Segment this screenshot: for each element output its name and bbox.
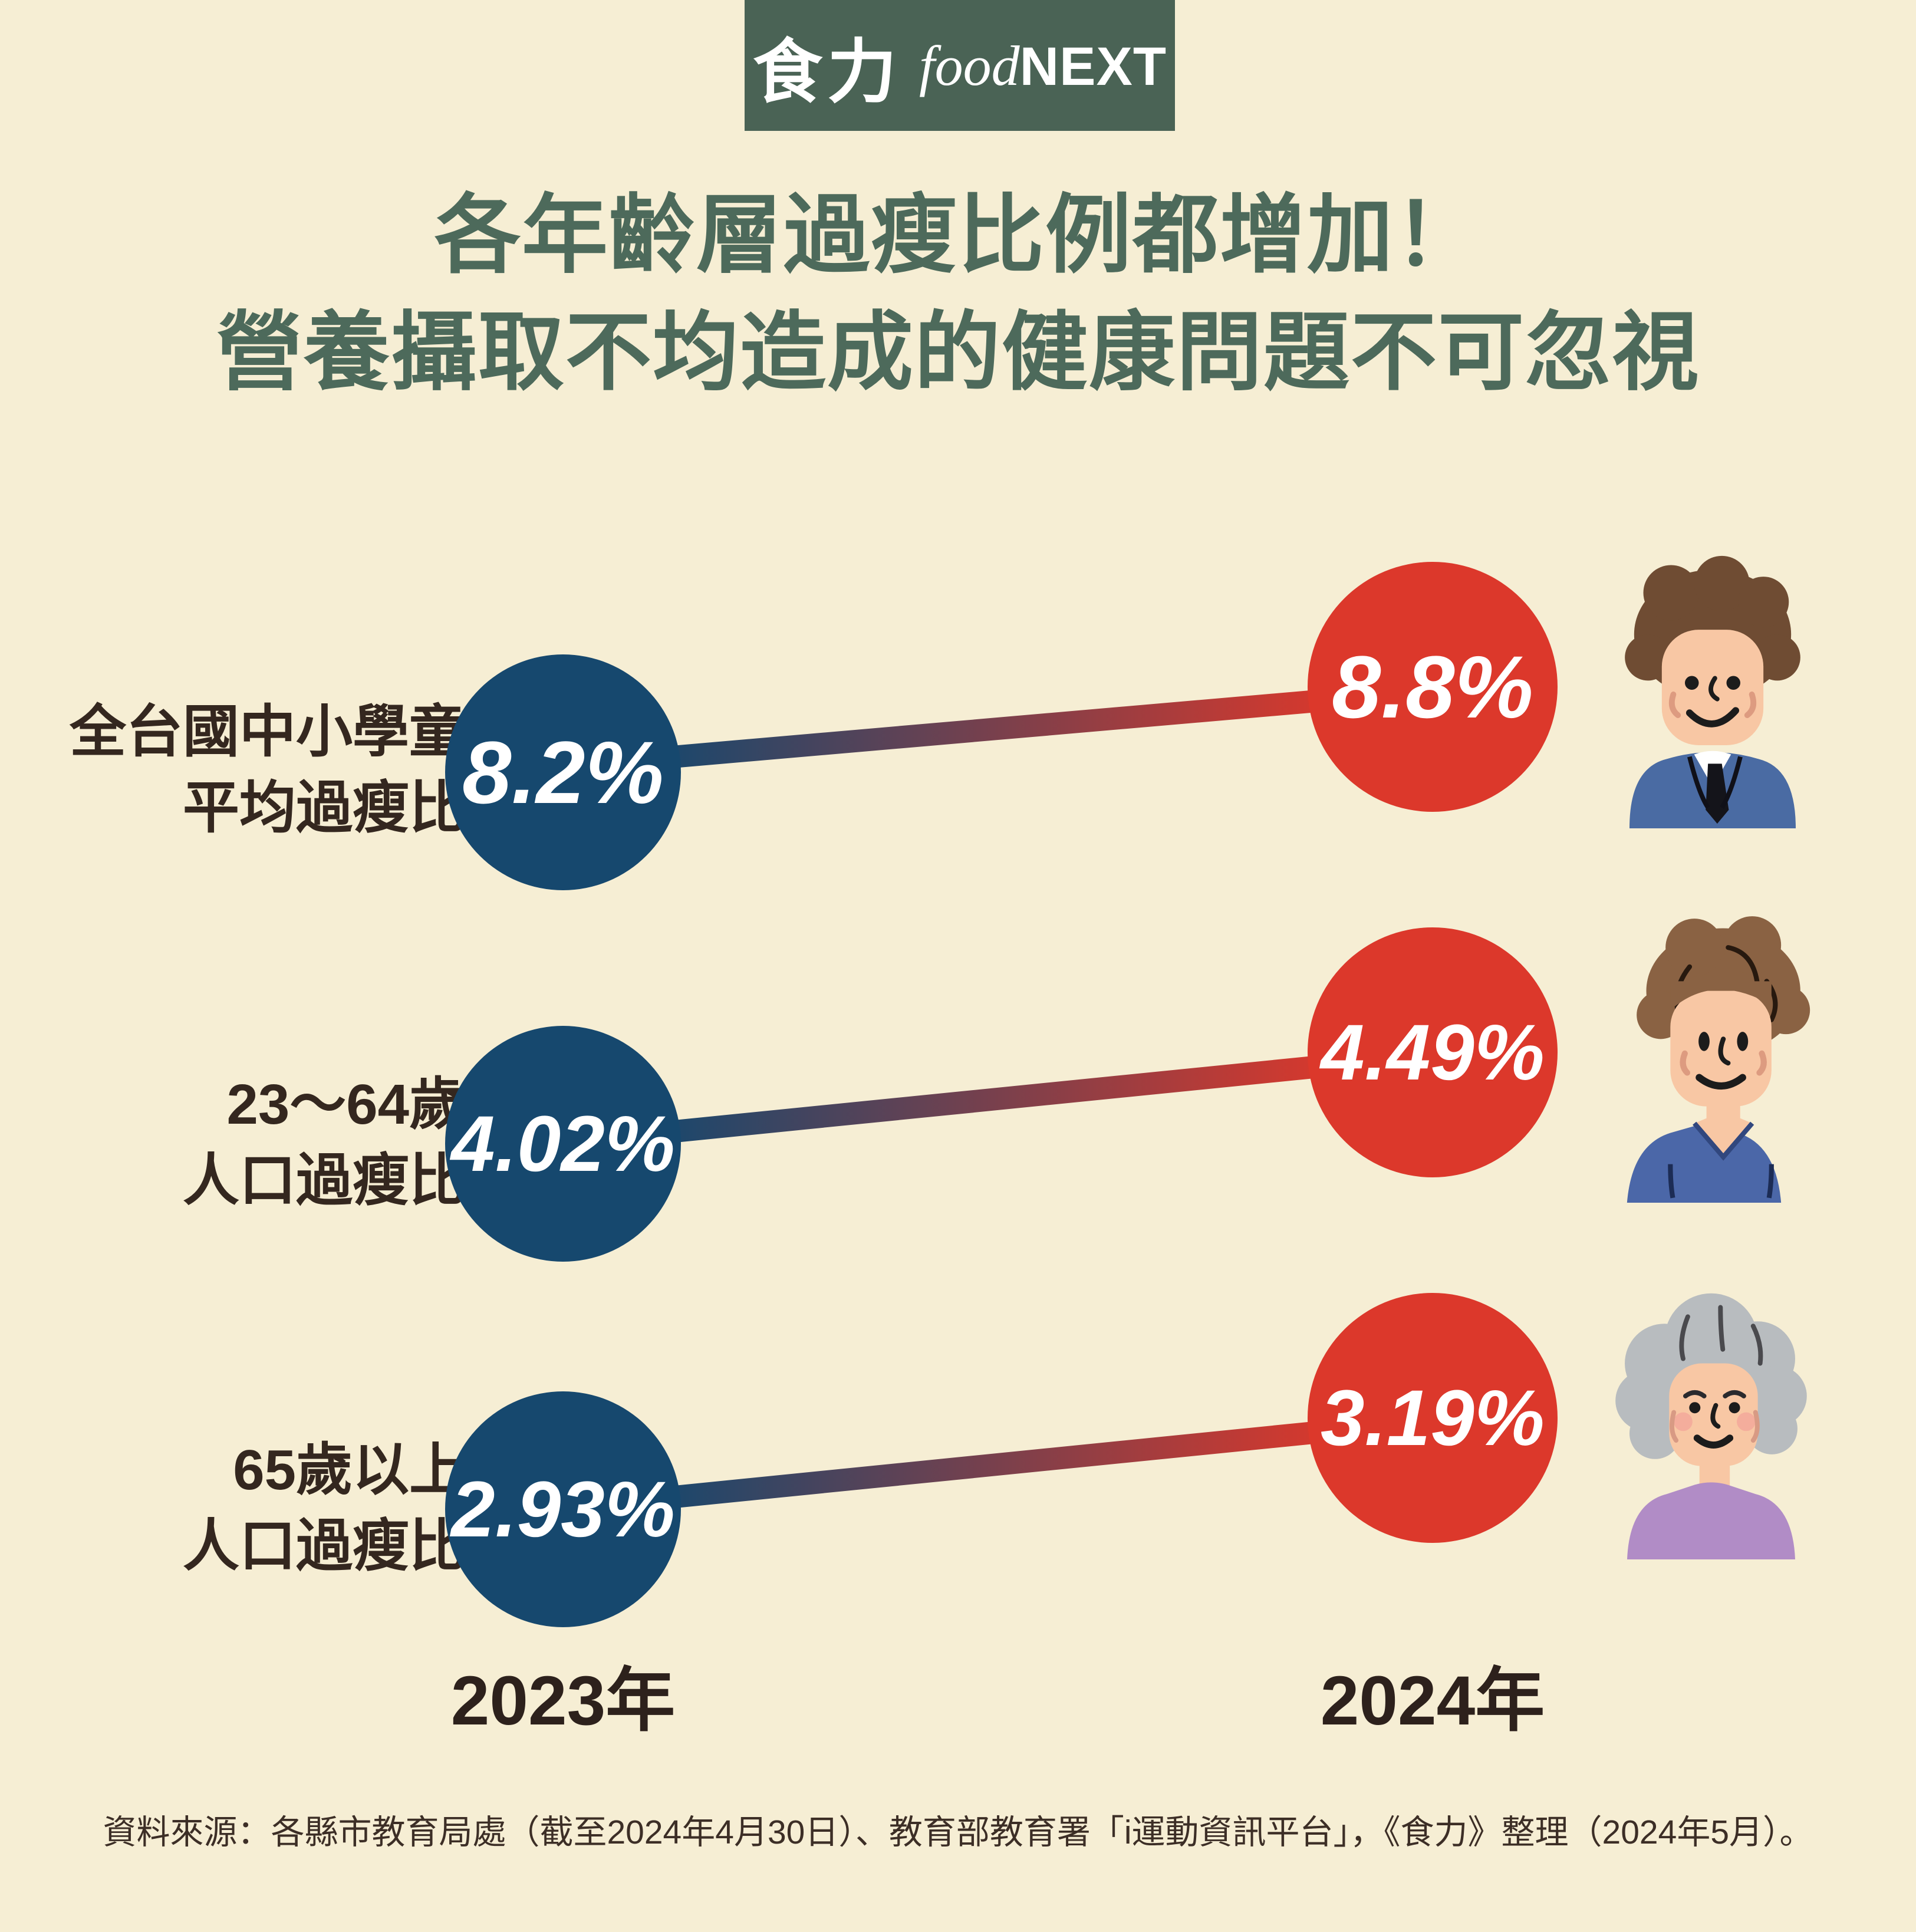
row3-label-line1: 65歲以上 [233, 1439, 466, 1502]
row2-label-line2: 人口過瘦比 [183, 1148, 466, 1212]
title-line1: 各年齡層過瘦比例都增加！ [434, 187, 1482, 283]
logo-food-text: food [919, 34, 1020, 97]
row1-2023-circle: 8.2% [445, 654, 681, 890]
row1-label-line2: 平均過瘦比 [183, 776, 466, 840]
row2-2023-value: 4.02% [451, 1100, 675, 1188]
logo-next-text: NEXT [1019, 36, 1167, 97]
axis-year-2024: 2024年 [1320, 1662, 1545, 1740]
row3-2023-circle: 2.93% [445, 1391, 681, 1627]
logo: 食力 food NEXT [745, 0, 1175, 131]
row2-2024-value: 4.49% [1321, 1008, 1545, 1097]
logo-en-wordmark: food NEXT [919, 33, 1167, 98]
row1-label: 全台國中小學童 平均過瘦比 [70, 695, 466, 846]
connector-row3 [562, 1410, 1433, 1519]
row2-label-line1: 23〜64歲 [226, 1073, 466, 1136]
row3-2024-circle: 3.19% [1308, 1293, 1558, 1543]
row3-label-line2: 人口過瘦比 [183, 1514, 466, 1578]
connector-row2 [562, 1044, 1433, 1154]
row3-2023-value: 2.93% [451, 1465, 675, 1554]
student-avatar-icon [1625, 555, 1800, 828]
row1-2024-value: 8.8% [1332, 637, 1533, 736]
row1-label-line1: 全台國中小學童 [70, 700, 466, 763]
axis-year-2023: 2023年 [450, 1662, 676, 1740]
logo-zh-wordmark: 食力 [752, 34, 901, 111]
page-title: 各年齡層過瘦比例都增加！ 營養攝取不均造成的健康問題不可忽視 [0, 177, 1916, 411]
row3-2024-value: 3.19% [1321, 1374, 1545, 1462]
elderly-avatar-icon [1615, 1293, 1807, 1559]
row2-label: 23〜64歲 人口過瘦比 [183, 1067, 466, 1219]
row2-2023-circle: 4.02% [445, 1026, 681, 1262]
row1-2023-value: 8.2% [462, 722, 664, 822]
source-note: 資料來源：各縣市教育局處（截至2024年4月30日）、教育部教育署「i運動資訊平… [103, 1813, 1813, 1851]
row1-2024-circle: 8.8% [1308, 562, 1558, 812]
row3-label: 65歲以上 人口過瘦比 [183, 1433, 466, 1584]
connector-row1 [562, 680, 1434, 778]
adult-avatar-icon [1627, 916, 1810, 1203]
row2-2024-circle: 4.49% [1308, 927, 1558, 1177]
title-line2: 營養攝取不均造成的健康問題不可忽視 [216, 304, 1700, 400]
